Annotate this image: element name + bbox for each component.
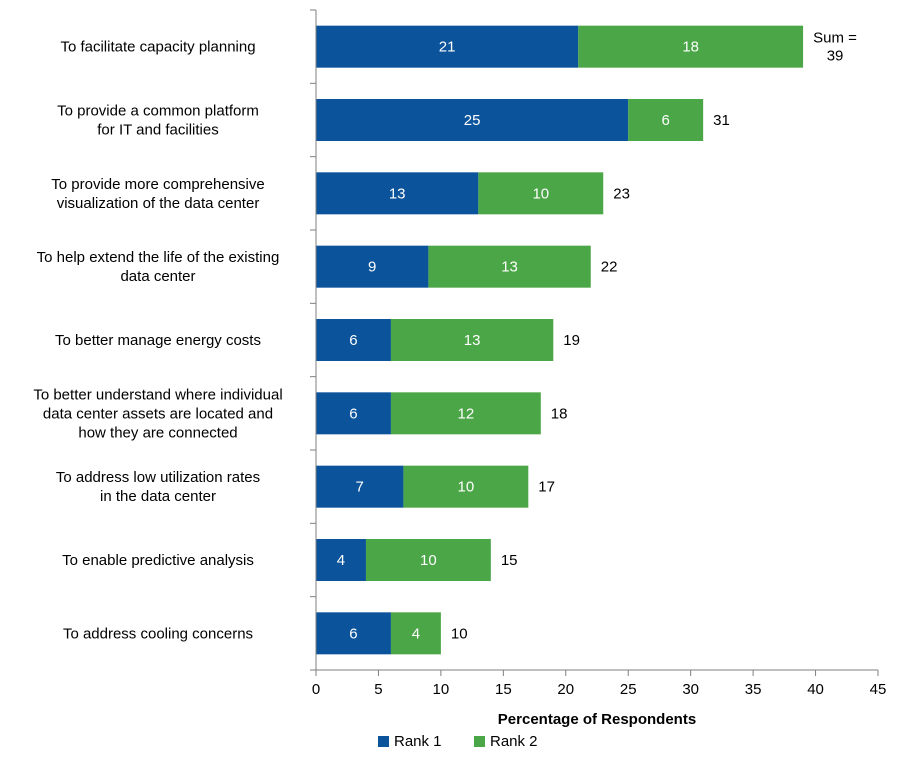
category-label: To better manage energy costs — [55, 332, 261, 349]
sum-label: 17 — [538, 479, 555, 496]
bar-value-label: 13 — [501, 259, 518, 276]
bar-segment-rank-1 — [316, 172, 479, 215]
bar-value-label: 7 — [356, 479, 364, 496]
x-tick-label: 5 — [374, 681, 382, 698]
bar-value-label: 13 — [464, 332, 481, 349]
sum-label: 18 — [551, 405, 568, 422]
category-label: To address cooling concerns — [63, 625, 253, 642]
axes-group: 0 5 10 15 20 25 30 35 40 45 — [310, 9, 887, 698]
x-tick-label: 45 — [870, 681, 887, 698]
bar-value-label: 6 — [349, 332, 357, 349]
x-tick-label: 30 — [682, 681, 699, 698]
legend-swatch-rank-1 — [378, 736, 389, 747]
sum-label: 22 — [601, 259, 618, 276]
bar-value-label: 6 — [349, 625, 357, 642]
bars-group — [316, 25, 804, 655]
bar-value-label: 10 — [420, 552, 437, 569]
bar-value-label: 6 — [662, 112, 670, 129]
bar-value-label: 10 — [532, 185, 549, 202]
category-label: To better understand where individual dat… — [33, 386, 282, 441]
legend-label: Rank 1 — [394, 733, 442, 750]
x-tick-label: 25 — [620, 681, 637, 698]
category-label: To enable predictive analysis — [62, 552, 254, 569]
bar-segment-rank-1 — [316, 319, 391, 361]
x-tick-label: 0 — [312, 681, 320, 698]
bar-segment-rank-1 — [316, 612, 391, 655]
bar-segment-rank-2 — [365, 539, 491, 581]
category-label: To address low utilization rates in the d… — [56, 469, 260, 505]
bar-value-label: 25 — [464, 112, 481, 129]
sum-label: 31 — [713, 112, 730, 129]
bar-value-label: 12 — [458, 405, 475, 422]
bar-segment-rank-1 — [316, 245, 429, 288]
bar-segment-rank-2 — [390, 612, 441, 655]
bar-value-label: 4 — [337, 552, 345, 569]
x-tick-label: 20 — [557, 681, 574, 698]
bar-value-label: 13 — [389, 185, 406, 202]
x-tick-label: 40 — [807, 681, 824, 698]
sum-label: 15 — [501, 552, 518, 569]
bar-segment-rank-1 — [316, 392, 391, 435]
category-label: To provide more comprehensive visualizati… — [51, 176, 264, 212]
bar-segment-rank-2 — [390, 392, 541, 435]
sum-label: 19 — [563, 332, 580, 349]
bar-segment-rank-1 — [316, 25, 579, 68]
x-axis-title: Percentage of Respondents — [498, 711, 696, 728]
bar-value-label: 10 — [458, 479, 475, 496]
bar-segment-rank-2 — [428, 245, 591, 288]
category-label: To provide a common platform for IT and f… — [57, 103, 259, 139]
bar-segment-rank-2 — [403, 465, 529, 508]
legend-label: Rank 2 — [490, 733, 538, 750]
category-label: To facilitate capacity planning — [60, 39, 255, 56]
bar-segment-rank-1 — [316, 539, 366, 581]
bar-value-label: 9 — [368, 259, 376, 276]
bar-segment-rank-1 — [316, 465, 404, 508]
bar-value-label: 21 — [439, 39, 456, 56]
category-label: To help extend the life of the existing d… — [37, 249, 280, 285]
legend: Rank 1 Rank 2 — [378, 733, 538, 750]
bar-segment-rank-2 — [390, 319, 554, 361]
sum-label: 39 — [827, 48, 844, 65]
bar-value-label: 18 — [682, 39, 699, 56]
sum-label: 23 — [613, 185, 630, 202]
sum-label: 10 — [451, 625, 468, 642]
x-tick-label: 15 — [495, 681, 512, 698]
bar-segment-rank-2 — [578, 25, 804, 68]
x-tick-label: 35 — [745, 681, 762, 698]
legend-swatch-rank-2 — [474, 736, 485, 747]
bar-segment-rank-2 — [478, 172, 604, 215]
labels-group: 21 18 Sum =39 To facilitate capacity planni… — [33, 30, 857, 643]
sum-label: Sum = — [813, 30, 857, 47]
x-tick-label: 10 — [433, 681, 450, 698]
bar-value-label: 4 — [412, 625, 420, 642]
bar-value-label: 6 — [349, 405, 357, 422]
bar-segment-rank-2 — [628, 99, 704, 141]
bar-segment-rank-1 — [316, 99, 629, 141]
